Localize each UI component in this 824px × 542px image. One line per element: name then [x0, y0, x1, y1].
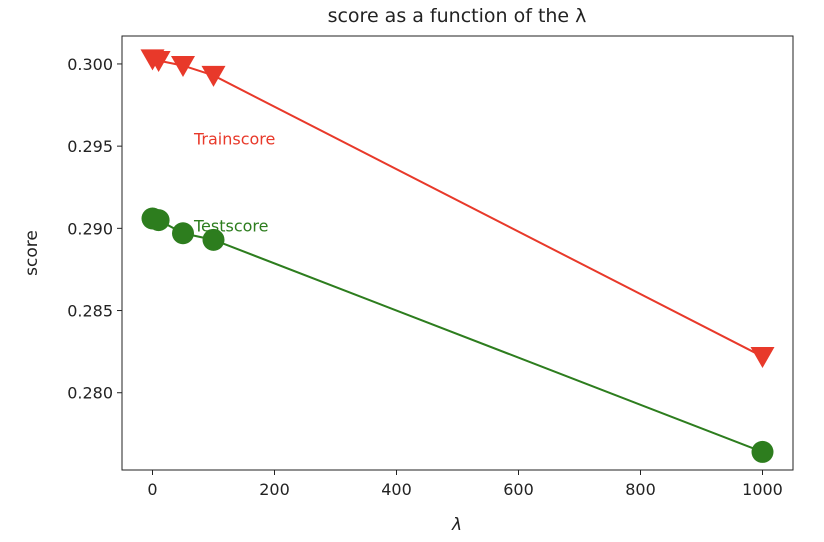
x-tick-label: 600 — [503, 480, 534, 499]
x-tick-label: 800 — [625, 480, 656, 499]
annotation-label: Testscore — [193, 217, 268, 236]
series-0-point — [146, 51, 171, 73]
series-1-point — [147, 209, 170, 232]
plot-frame — [121, 35, 794, 471]
y-axis: 0.280 0.285 0.290 0.295 0.300 — [67, 55, 122, 403]
series-0-point — [750, 346, 775, 368]
x-tick-label: 200 — [259, 480, 290, 499]
y-tick-label: 0.285 — [67, 302, 113, 321]
series-1-line — [152, 217, 763, 453]
x-tick-label: 0 — [147, 480, 157, 499]
y-axis-label: score — [22, 230, 42, 276]
plot-area — [140, 49, 775, 463]
series-0-line — [152, 58, 763, 358]
series-0-point — [171, 55, 195, 77]
y-tick-label: 0.280 — [67, 384, 113, 403]
x-axis-label: λ — [451, 515, 462, 535]
series-1-point — [751, 440, 774, 463]
y-tick-label: 0.290 — [67, 219, 113, 238]
series-1-point — [202, 228, 225, 251]
x-tick-label: 1000 — [742, 480, 783, 499]
series-0-point — [201, 65, 226, 87]
x-axis: 0 200 400 600 800 1000 — [147, 470, 783, 499]
x-tick-label: 400 — [381, 480, 412, 499]
y-tick-label: 0.300 — [67, 55, 113, 74]
y-tick-label: 0.295 — [67, 137, 113, 156]
annotations: Trainscore Testscore — [193, 130, 275, 236]
series-1-point — [172, 222, 194, 245]
chart-title: score as a function of the λ — [328, 5, 587, 27]
annotation-label: Trainscore — [193, 130, 275, 149]
